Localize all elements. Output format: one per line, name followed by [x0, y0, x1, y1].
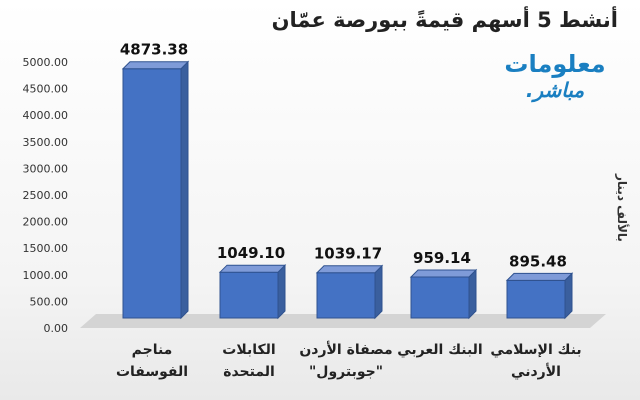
data-label: 1039.17 [314, 245, 382, 263]
logo-line-1: معلومات [504, 50, 606, 78]
bar-side-face [277, 263, 286, 320]
y-tick-label: 2500.00 [23, 189, 69, 202]
y-tick-label: 3000.00 [23, 162, 69, 175]
chart-title: أنشط 5 أسهم قيمةً ببورصة عمّان [271, 8, 618, 32]
y-tick-label: 5000.00 [23, 56, 69, 69]
y-tick-label: 4000.00 [23, 109, 69, 122]
bar [121, 60, 190, 320]
y-axis-unit-label: بالألف دينار [615, 174, 629, 242]
category-label: البنك العربي [397, 342, 482, 358]
category-label: "جوبترول" [309, 364, 383, 380]
data-label: 959.14 [413, 249, 471, 267]
y-tick-label: 1500.00 [23, 242, 69, 255]
y-tick-label: 2000.00 [23, 216, 69, 229]
brand-logo: معلومات مباشر. [500, 50, 610, 120]
bar-front-face [316, 272, 376, 319]
bar-side-face [564, 272, 573, 320]
logo-line-2: مباشر. [525, 78, 585, 102]
y-tick-label: 3500.00 [23, 136, 69, 149]
data-label: 4873.38 [120, 41, 188, 59]
bar-top-face [505, 272, 574, 281]
y-tick-label: 500.00 [30, 295, 69, 308]
y-tick-label: 1000.00 [23, 269, 69, 282]
bar-front-face [410, 276, 470, 319]
y-tick-label: 4500.00 [23, 83, 69, 96]
chart-floor [80, 314, 606, 328]
bar-side-face [374, 264, 383, 320]
category-label: المتحدة [223, 364, 275, 380]
bar-side-face [468, 268, 477, 320]
data-label: 1049.10 [217, 244, 285, 262]
category-label: مصفاة الأردن [299, 341, 392, 358]
bar-front-face [122, 68, 182, 319]
category-label: الأردني [511, 363, 561, 380]
bar-top-face [315, 265, 384, 274]
bar-side-face [180, 60, 189, 320]
bar [218, 263, 287, 320]
bar-front-face [219, 271, 279, 319]
bar [315, 264, 384, 320]
data-label: 895.48 [509, 252, 567, 270]
bar-top-face [121, 61, 190, 70]
bar-top-face [218, 264, 287, 273]
bar [409, 268, 478, 320]
bar-front-face [506, 279, 566, 319]
bar [505, 272, 574, 320]
category-label: مناجم [132, 342, 173, 358]
bar-top-face [409, 269, 478, 278]
category-label: بنك الإسلامي [490, 342, 581, 358]
category-label: الكابلات [222, 342, 275, 358]
y-tick-label: 0.00 [44, 322, 69, 335]
category-label: الفوسفات [116, 364, 188, 380]
